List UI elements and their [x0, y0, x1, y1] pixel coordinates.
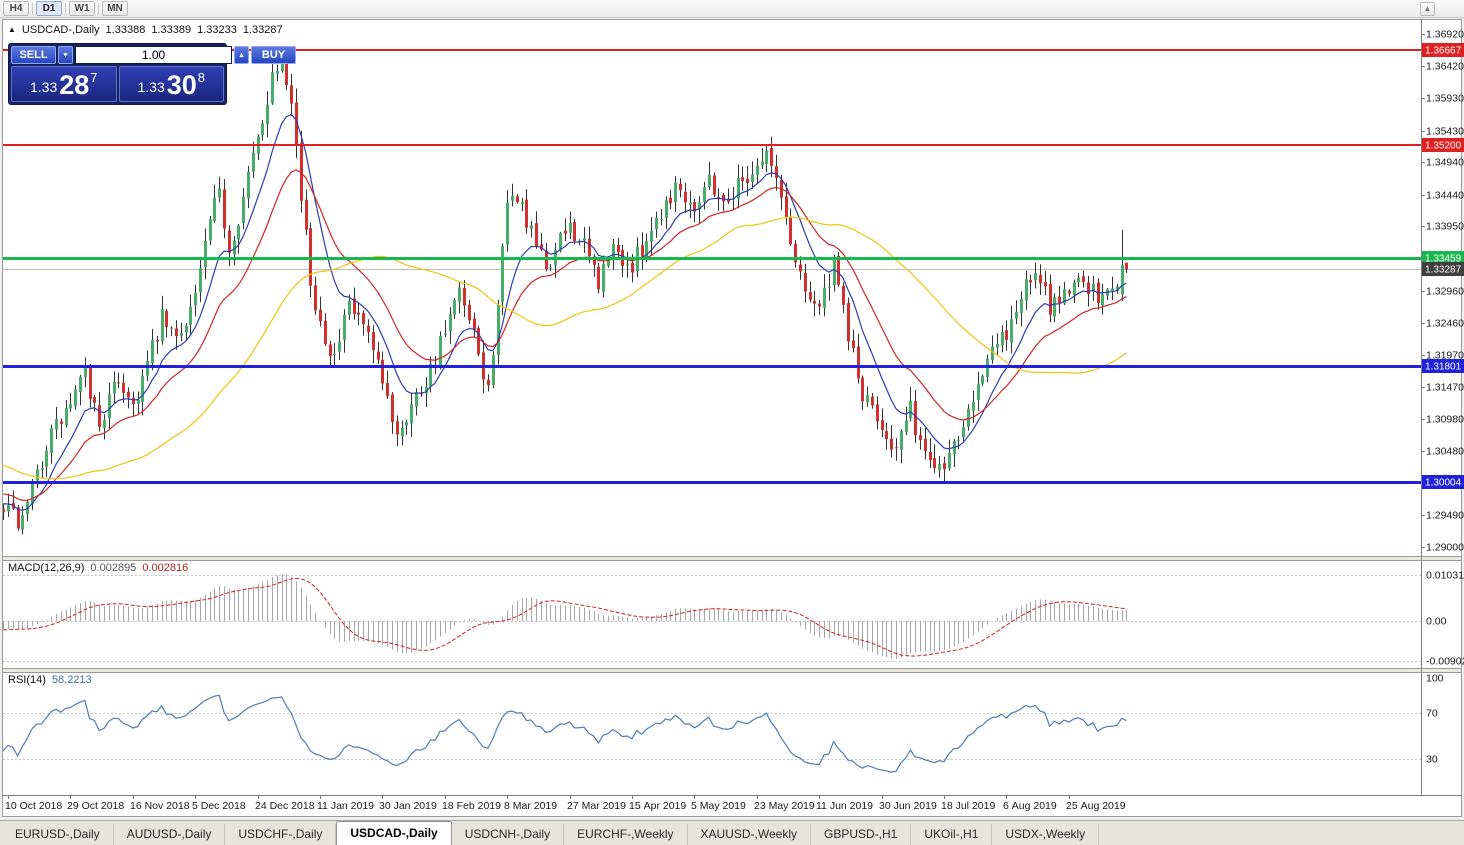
bid-price-pips: 28 — [59, 70, 90, 100]
one-click-controls-row: SELL ▼ ▲ BUY — [11, 46, 296, 64]
bid-price-prefix: 1.33 — [29, 79, 58, 95]
tick-up-icon: ▲ — [8, 24, 16, 34]
chart-tab-xauusd-weekly[interactable]: XAUUSD-,Weekly — [688, 824, 811, 845]
macd-signal-value: 0.002816 — [142, 562, 189, 574]
price-chart-canvas[interactable] — [0, 18, 1464, 820]
timeframe-button-d1[interactable]: D1 — [36, 1, 62, 16]
toolbar-right-area: ▲ — [1420, 1, 1461, 16]
bid-price-point: 7 — [90, 70, 98, 85]
ask-price-point: 8 — [197, 70, 206, 85]
timeframe-button-w1[interactable]: W1 — [69, 1, 95, 16]
high-value: 1.33389 — [151, 24, 192, 36]
low-value: 1.33233 — [197, 24, 237, 36]
sell-price-display[interactable]: 1.33 28 7 — [11, 66, 117, 102]
chart-tab-audusd-daily[interactable]: AUDUSD-,Daily — [114, 824, 226, 845]
rsi-value: 58.2213 — [51, 674, 92, 686]
scroll-up-icon[interactable]: ▲ — [1420, 1, 1435, 16]
ask-price-pips: 30 — [166, 70, 197, 100]
chart-tab-usdx-weekly[interactable]: USDX-,Weekly — [992, 824, 1100, 845]
macd-indicator-label: MACD(12,26,9) 0.002895 0.002816 — [8, 562, 188, 574]
chart-tab-eurchf-weekly[interactable]: EURCHF-,Weekly — [564, 824, 688, 845]
timeframe-button-group: H4 D1 W1 MN — [3, 1, 128, 16]
chart-tabs-bar: EURUSD-,Daily AUDUSD-,Daily USDCHF-,Daily U… — [0, 820, 1464, 845]
chart-tab-eurusd-daily[interactable]: EURUSD-,Daily — [2, 824, 114, 845]
chart-tab-usdcad-daily[interactable]: USDCAD-,Daily — [336, 821, 452, 845]
buy-price-display[interactable]: 1.33 30 8 — [118, 66, 224, 102]
volume-decrease-button[interactable]: ▼ — [58, 46, 73, 64]
toolbar-separator — [98, 2, 99, 15]
bid-ask-price-row: 1.33 28 7 1.33 30 8 — [11, 66, 224, 102]
chart-tab-usdchf-daily[interactable]: USDCHF-,Daily — [225, 824, 337, 845]
rsi-title: RSI(14) — [8, 674, 46, 686]
timeframe-button-h4[interactable]: H4 — [3, 1, 29, 16]
ohlc-info-line: ▲ USDCAD-,Daily 1.33388 1.33389 1.33233 … — [8, 24, 283, 36]
chart-tab-ukoil-h1[interactable]: UKOil-,H1 — [911, 824, 993, 845]
chart-tabs-group: EURUSD-,Daily AUDUSD-,Daily USDCHF-,Daily U… — [2, 821, 1100, 845]
ask-price-prefix: 1.33 — [137, 79, 165, 95]
buy-button[interactable]: BUY — [251, 46, 296, 64]
close-value: 1.33287 — [242, 24, 283, 36]
volume-control: ▼ ▲ — [58, 46, 249, 64]
macd-title: MACD(12,26,9) — [8, 562, 85, 574]
volume-input[interactable] — [75, 46, 232, 64]
timeframe-button-mn[interactable]: MN — [102, 1, 128, 16]
sell-button[interactable]: SELL — [11, 46, 56, 64]
open-value: 1.33388 — [105, 24, 146, 36]
toolbar-separator — [65, 2, 66, 15]
rsi-indicator-label: RSI(14) 58.2213 — [8, 674, 92, 686]
symbol-period-label: USDCAD-,Daily — [21, 24, 100, 36]
volume-increase-button[interactable]: ▲ — [234, 46, 249, 64]
macd-main-value: 0.002895 — [90, 562, 137, 574]
chart-tab-usdcnh-daily[interactable]: USDCNH-,Daily — [452, 824, 565, 845]
toolbar-separator — [32, 2, 33, 15]
timeframe-toolbar: H4 D1 W1 MN ▲ — [0, 0, 1464, 18]
chart-tab-gbpusd-h1[interactable]: GBPUSD-,H1 — [811, 824, 912, 845]
